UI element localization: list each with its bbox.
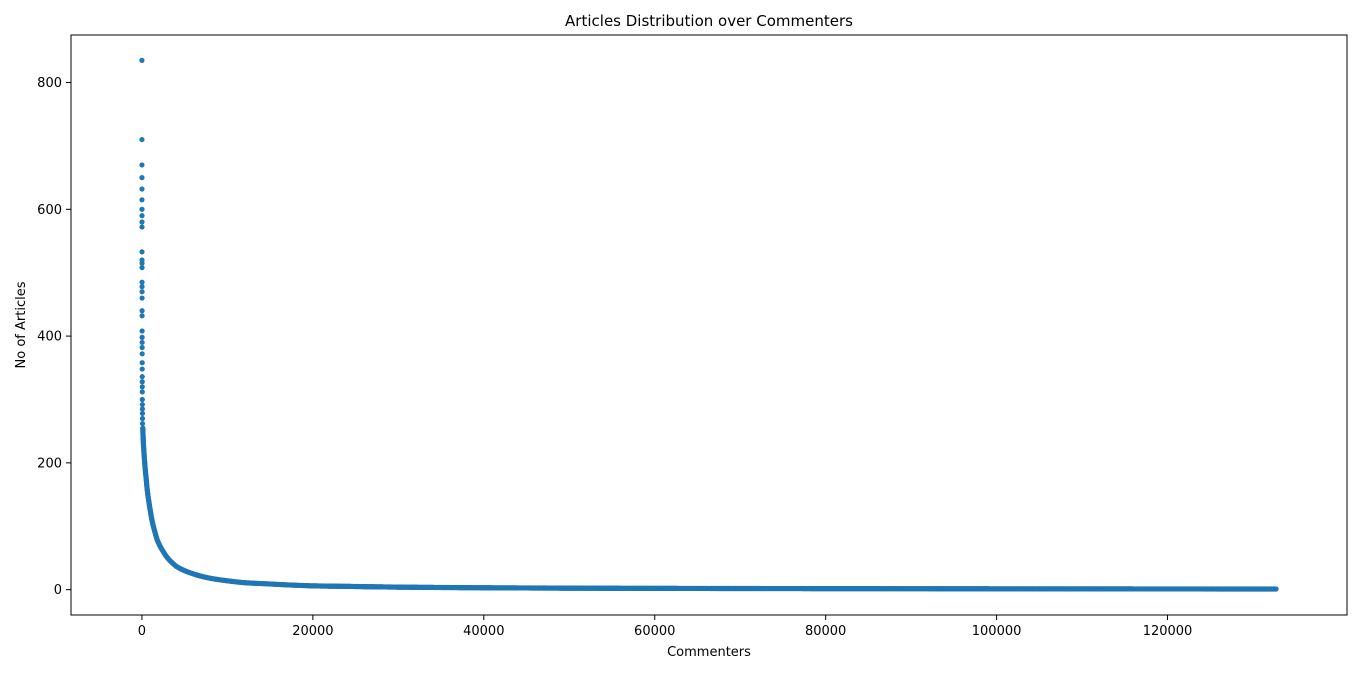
x-tick-label: 60000 [634,624,675,639]
scatter-point [139,420,146,427]
scatter-point [139,313,145,319]
scatter-point [139,396,145,403]
scatter-point [139,339,145,346]
scatter-point [139,384,145,390]
scatter-point [139,224,145,230]
chart-title: Articles Distribution over Commenters [565,12,853,30]
y-axis-label: No of Articles [14,281,29,368]
scatter-point [139,379,145,385]
scatter-point [139,249,145,255]
y-tick-label: 200 [37,456,62,471]
scatter-point [139,366,145,372]
scatter-point [139,265,145,271]
y-tick-label: 600 [37,203,62,218]
scatter-point [139,279,145,285]
scatter-points [139,57,1279,592]
scatter-point [139,334,145,340]
scatter-point [1273,586,1279,592]
axes-frame [70,34,1348,616]
scatter-point [139,415,146,422]
x-tick-label: 80000 [805,624,846,639]
x-tick-label: 120000 [1143,624,1193,639]
x-tick-label: 20000 [292,624,333,639]
scatter-point [139,213,145,219]
scatter-point [139,289,145,295]
scatter-point [139,197,145,203]
x-tick-label: 0 [138,624,146,639]
scatter-point [139,219,145,225]
scatter-point [139,175,145,181]
scatter-point [139,344,145,351]
scatter-point [139,351,145,357]
scatter-point [139,410,146,417]
scatter-point [139,308,145,314]
scatter-point [139,406,146,412]
scatter-point [139,295,145,301]
y-tick-label: 800 [37,76,62,91]
scatter-point [139,374,145,380]
scatter-point [139,284,145,290]
x-axis-ticks: 0 20000 40000 60000 80000 100000 120000 [138,615,1193,639]
scatter-point [139,389,145,395]
scatter-point [139,360,145,366]
scatter-point [139,206,145,212]
scatter-point [139,328,145,334]
x-tick-label: 100000 [972,624,1022,639]
x-tick-label: 40000 [463,624,504,639]
scatter-point [139,186,145,192]
scatter-point [139,401,145,408]
y-axis-ticks: 0 200 400 600 800 [37,76,71,598]
scatter-point [139,162,145,168]
plot-area [70,34,1348,616]
y-tick-label: 400 [37,330,62,345]
scatter-point [139,57,145,63]
x-axis-label: Commenters [667,645,751,660]
scatter-point [139,260,145,266]
y-tick-label: 0 [54,583,62,598]
scatter-point [139,136,145,143]
